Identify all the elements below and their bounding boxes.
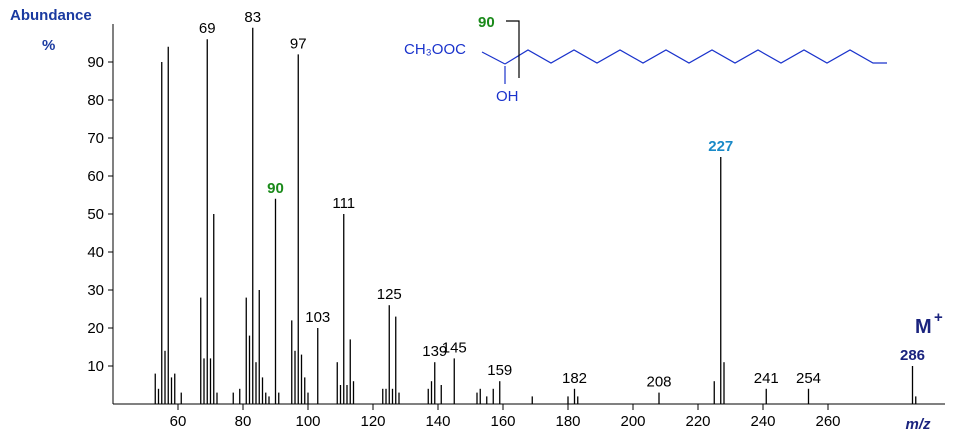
x-tick-label: 160 <box>490 413 515 430</box>
y-tick-label: 50 <box>87 206 104 223</box>
peak-label: 125 <box>377 286 402 303</box>
bond <box>481 51 506 65</box>
y-tick-label: 60 <box>87 168 104 185</box>
x-tick-label: 100 <box>295 413 320 430</box>
x-tick-label: 120 <box>360 413 385 430</box>
peak-label: 69 <box>199 20 216 37</box>
x-tick-label: 180 <box>555 413 580 430</box>
y-tick-label: 90 <box>87 54 104 71</box>
ester-label: CH₃OOC <box>404 41 466 58</box>
peak-label: 227 <box>708 138 733 155</box>
molecular-ion: M <box>915 316 932 338</box>
peak-label: 83 <box>244 9 261 26</box>
y-tick-label: 70 <box>87 130 104 147</box>
cleavage-label: 90 <box>478 14 495 31</box>
y-tick-label: 40 <box>87 244 104 261</box>
x-tick-label: 80 <box>235 413 252 430</box>
cleavage-line <box>506 20 520 78</box>
peak-label: 182 <box>562 370 587 387</box>
peak-label: 103 <box>305 309 330 326</box>
peak-label: 254 <box>796 370 821 387</box>
structure: CH₃OOC OH 90 <box>404 14 887 105</box>
peak-label: 145 <box>442 339 467 356</box>
x-tick-label: 140 <box>425 413 450 430</box>
y-tick-label: 30 <box>87 282 104 299</box>
peak-label: 241 <box>754 370 779 387</box>
y-unit: % <box>42 37 55 54</box>
peak-label: 111 <box>332 195 355 212</box>
x-tick-label: 260 <box>815 413 840 430</box>
hydroxyl-label: OH <box>496 88 519 105</box>
peak-label: 159 <box>487 362 512 379</box>
x-tick-label: 200 <box>620 413 645 430</box>
x-tick-label: 60 <box>170 413 187 430</box>
x-tick-label: 240 <box>750 413 775 430</box>
y-tick-label: 10 <box>87 358 104 375</box>
y-tick-label: 20 <box>87 320 104 337</box>
peak-label: 208 <box>646 374 671 391</box>
molecular-ion-charge: + <box>934 309 943 326</box>
peak-label: 286 <box>900 347 925 364</box>
y-tick-label: 80 <box>87 92 104 109</box>
peak-label: 139 <box>422 343 447 360</box>
peak-label: 90 <box>267 180 284 197</box>
x-title: m/z <box>905 416 931 433</box>
x-tick-label: 220 <box>685 413 710 430</box>
peak-label: 97 <box>290 35 307 52</box>
y-title: Abundance <box>10 7 92 24</box>
alkyl-chain <box>504 49 887 65</box>
